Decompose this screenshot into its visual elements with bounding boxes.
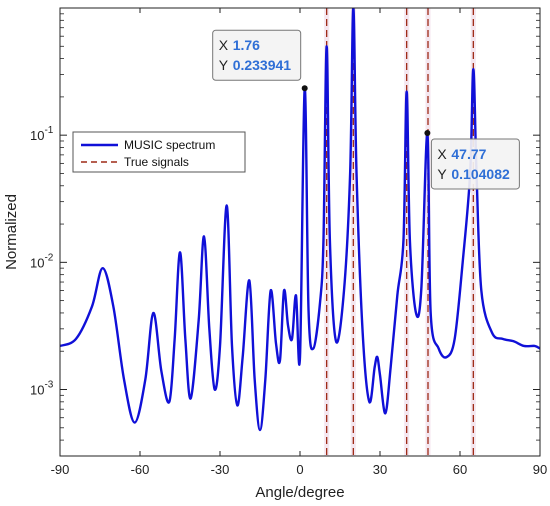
x-tick-label-6: 90 (533, 462, 547, 477)
y-axis-label: Normalized (3, 194, 20, 270)
y-tick-labels: 10-3 10-2 10-1 (30, 125, 54, 397)
spectrum-plot-area (60, 8, 540, 432)
legend: MUSIC spectrum True signals (72, 131, 246, 173)
datatip-y-value-1: 0.104082 (451, 166, 510, 182)
x-tick-label-2: -30 (211, 462, 230, 477)
x-tick-label-0: -90 (51, 462, 70, 477)
legend-label-music-spectrum: MUSIC spectrum (124, 138, 215, 152)
datatip-y-key-0: Y (219, 57, 229, 73)
datatip-x-value-0: 1.76 (233, 37, 260, 53)
datatip-x-key-0: X (219, 37, 229, 53)
datatip-y-value-0: 0.233941 (233, 57, 292, 73)
y-tick-label-1: 10-2 (30, 252, 54, 270)
datatip-y-key-1: Y (437, 166, 447, 182)
datatip-marker-1 (424, 129, 431, 136)
legend-label-true-signals: True signals (124, 155, 189, 169)
plot-frame (59, 7, 541, 457)
series-line-music-spectrum (60, 8, 540, 432)
datatip-box-1 (430, 138, 520, 190)
datatip-x-value-1: 47.77 (451, 146, 486, 162)
x-axis-label: Angle/degree (255, 484, 344, 501)
datatip-x-key-1: X (437, 146, 447, 162)
datatip-marker-0 (301, 85, 308, 92)
x-tick-label-5: 60 (453, 462, 467, 477)
x-tick-label-4: 30 (373, 462, 387, 477)
x-tick-label-1: -60 (131, 462, 150, 477)
legend-box (72, 131, 246, 173)
datatip-box-0 (212, 29, 302, 81)
y-tick-label-0: 10-3 (30, 380, 54, 398)
x-tick-labels: -90 -60 -30 0 30 60 90 (51, 462, 548, 477)
x-tick-label-3: 0 (296, 462, 303, 477)
y-tick-label-2: 10-1 (30, 125, 54, 143)
